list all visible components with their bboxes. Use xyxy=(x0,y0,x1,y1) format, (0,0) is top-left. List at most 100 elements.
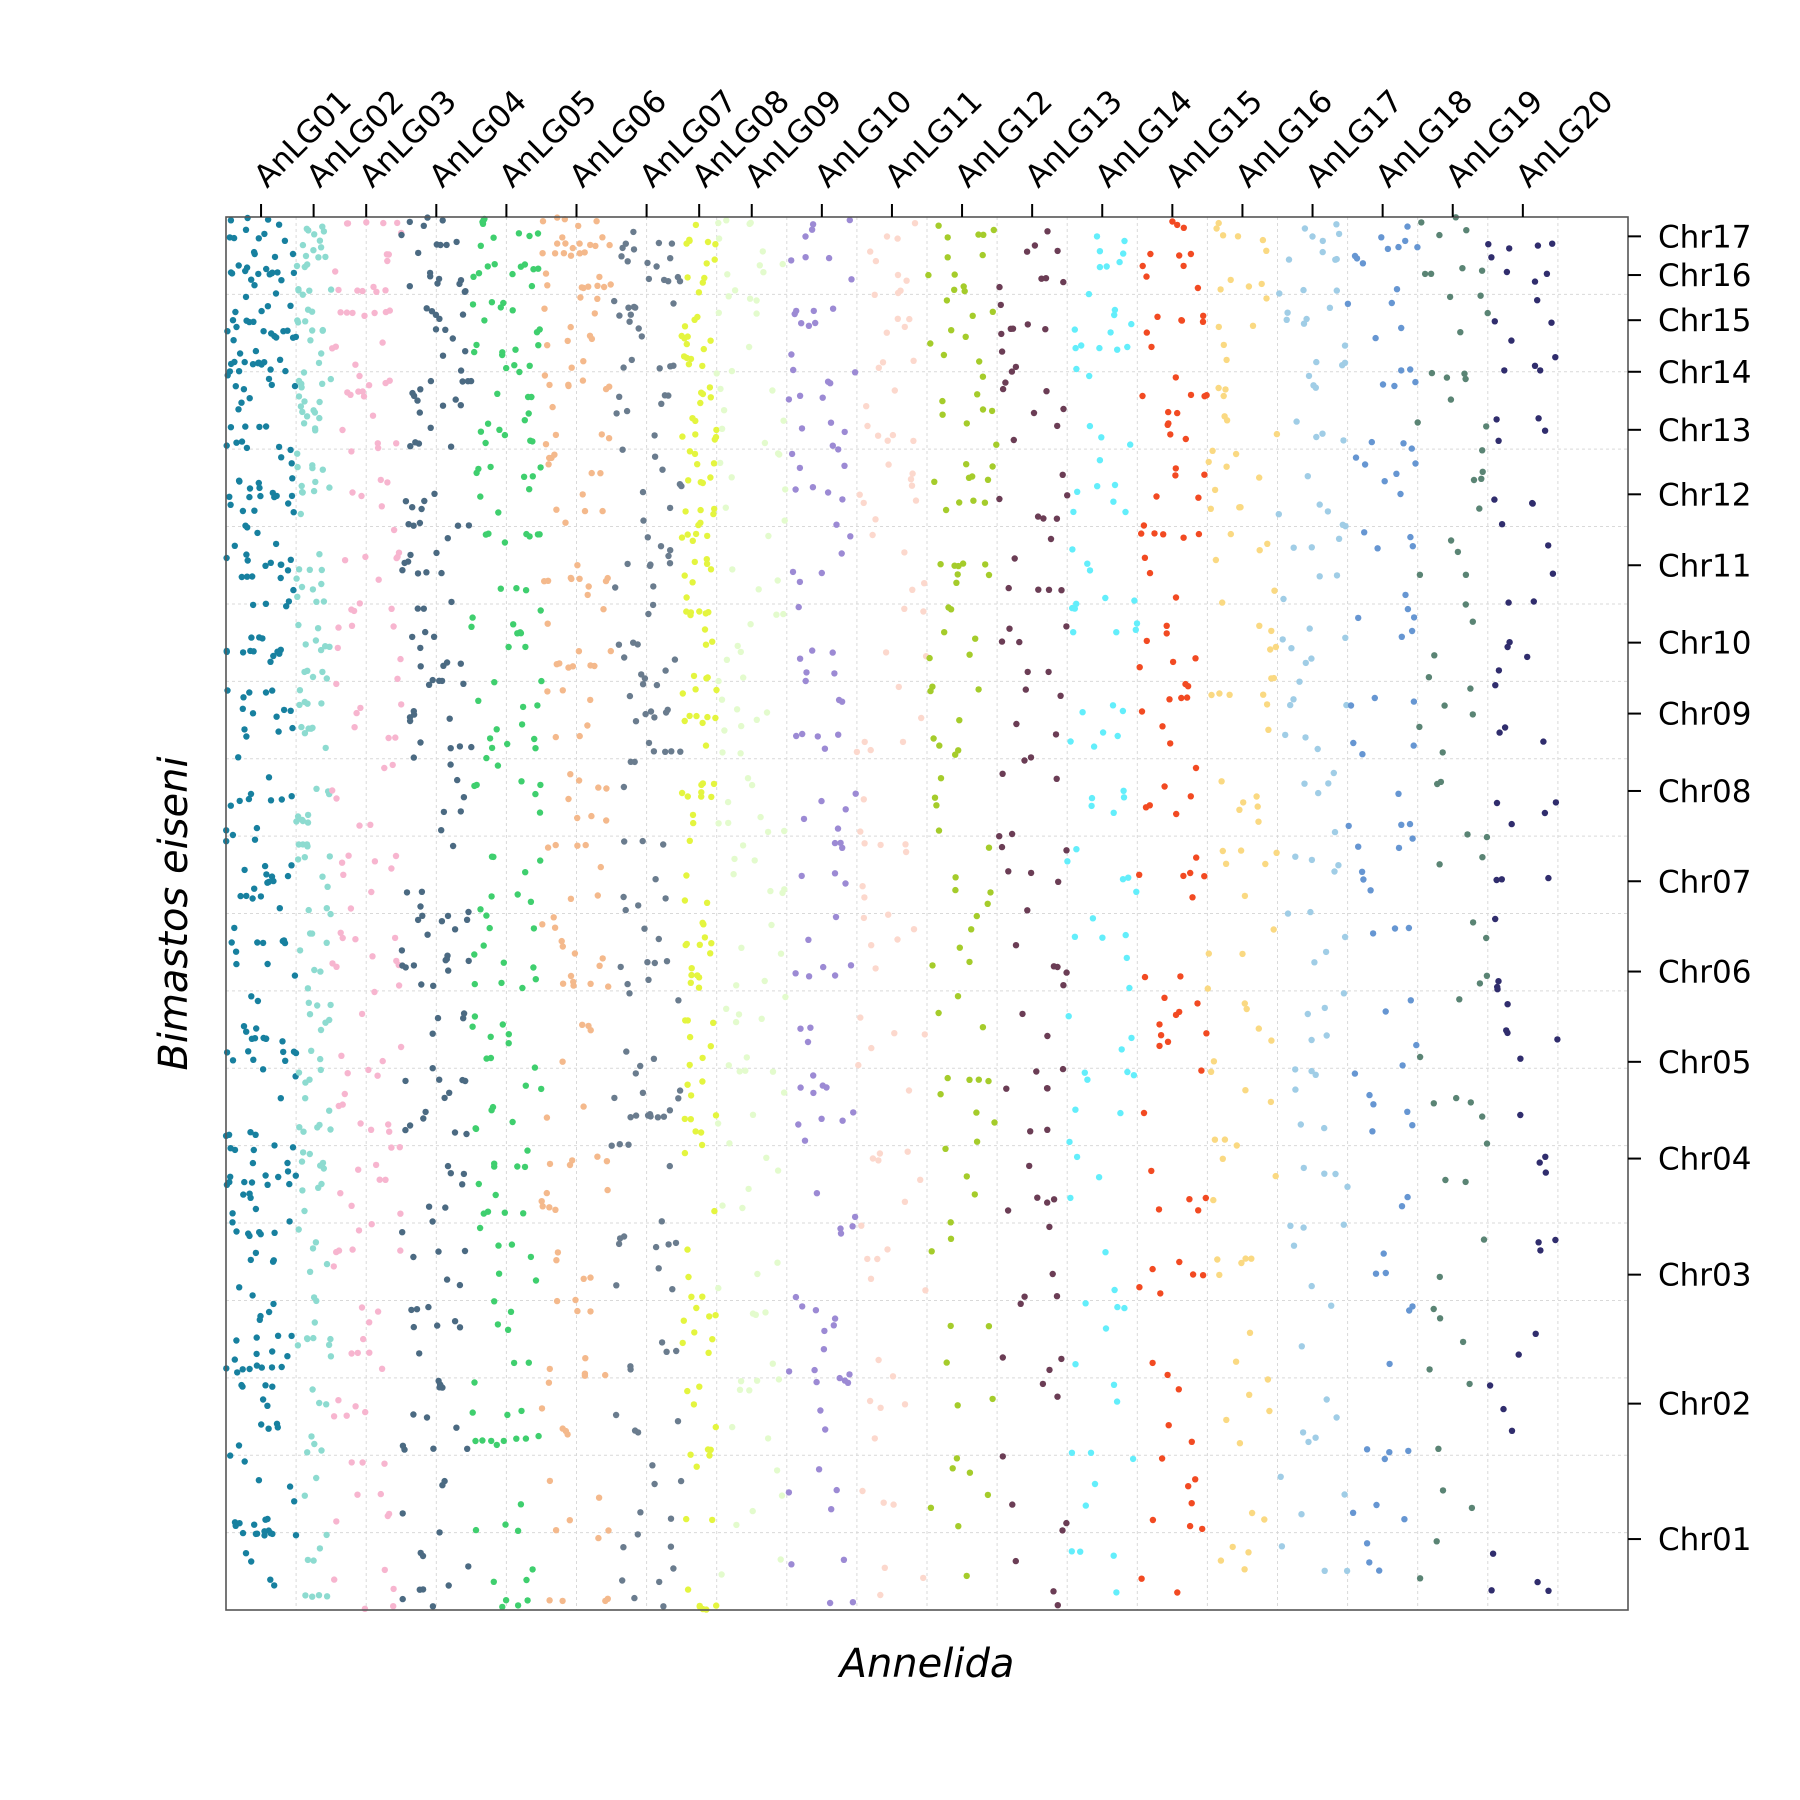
data-point xyxy=(282,367,289,375)
data-point xyxy=(468,623,475,630)
data-point xyxy=(539,218,547,225)
data-point xyxy=(853,748,861,756)
data-point xyxy=(1488,1587,1495,1594)
data-point xyxy=(247,1129,254,1136)
data-point xyxy=(285,598,293,605)
data-point xyxy=(275,443,283,451)
data-point xyxy=(301,730,309,737)
data-point xyxy=(678,534,686,541)
data-point xyxy=(683,608,690,615)
data-point xyxy=(280,706,288,714)
data-point xyxy=(1133,888,1140,895)
data-point xyxy=(541,305,548,312)
data-point xyxy=(1333,255,1340,263)
data-point xyxy=(691,1329,698,1336)
data-point xyxy=(973,1109,980,1116)
data-point xyxy=(531,735,538,743)
data-point xyxy=(725,293,732,300)
data-point xyxy=(1379,381,1387,388)
data-point xyxy=(323,1593,331,1600)
data-point xyxy=(707,1043,714,1050)
data-point xyxy=(261,862,269,870)
data-point xyxy=(1070,508,1077,516)
data-point xyxy=(1164,1371,1171,1379)
data-point xyxy=(1259,236,1267,244)
data-point xyxy=(1531,362,1539,369)
data-point xyxy=(393,957,400,965)
data-point xyxy=(242,1550,250,1557)
data-point xyxy=(559,943,566,950)
data-point xyxy=(1280,595,1287,603)
data-point xyxy=(1391,382,1398,390)
data-point xyxy=(414,916,422,924)
data-point xyxy=(1203,1030,1210,1037)
data-point xyxy=(883,233,891,240)
data-point xyxy=(284,567,292,574)
data-point xyxy=(926,654,933,662)
data-point xyxy=(966,1469,974,1476)
data-point xyxy=(1102,1325,1110,1332)
data-point xyxy=(553,506,560,513)
data-point xyxy=(1139,392,1146,400)
data-point xyxy=(580,1103,587,1110)
data-point xyxy=(526,486,533,493)
data-point xyxy=(739,1204,746,1212)
data-point xyxy=(553,1257,560,1264)
data-point xyxy=(462,348,469,355)
data-point xyxy=(419,912,426,919)
data-point xyxy=(990,226,997,234)
data-point xyxy=(1110,498,1117,505)
data-point xyxy=(712,1423,719,1431)
data-point xyxy=(227,424,235,431)
data-point xyxy=(488,299,496,306)
data-point xyxy=(295,393,303,400)
data-point xyxy=(356,372,363,380)
data-point xyxy=(1421,270,1429,278)
data-point xyxy=(1426,1366,1433,1373)
data-point xyxy=(660,1603,667,1610)
data-point xyxy=(433,241,440,248)
data-point xyxy=(224,328,231,335)
data-point xyxy=(686,1061,693,1069)
data-point xyxy=(521,417,528,424)
data-point xyxy=(264,303,272,310)
data-point xyxy=(749,1111,757,1119)
data-point xyxy=(1254,803,1261,810)
data-point xyxy=(261,230,268,238)
data-point xyxy=(546,1160,554,1168)
data-point xyxy=(1195,494,1202,501)
data-point xyxy=(233,960,240,968)
data-point xyxy=(454,776,461,784)
data-point xyxy=(851,1213,859,1221)
data-point xyxy=(841,428,848,436)
data-point xyxy=(436,1076,443,1083)
data-point xyxy=(1232,1358,1240,1365)
data-point xyxy=(894,289,902,297)
data-point xyxy=(1113,629,1120,636)
data-point xyxy=(246,493,253,501)
data-point xyxy=(1300,320,1308,327)
data-point xyxy=(798,425,806,432)
data-point xyxy=(567,895,575,902)
data-point xyxy=(709,1516,716,1524)
data-point xyxy=(928,1248,935,1255)
data-point xyxy=(520,473,528,480)
data-point xyxy=(1044,1199,1051,1206)
data-point xyxy=(347,391,354,398)
data-point xyxy=(1292,853,1299,860)
data-point xyxy=(651,432,658,439)
data-point xyxy=(1256,547,1263,554)
data-point xyxy=(740,674,747,681)
data-point xyxy=(1298,1343,1306,1350)
data-point xyxy=(1266,1407,1273,1415)
data-point xyxy=(839,844,846,851)
data-point xyxy=(691,558,698,566)
data-point xyxy=(616,393,623,400)
data-point xyxy=(705,609,712,616)
data-point xyxy=(737,648,744,656)
data-point xyxy=(710,460,718,467)
data-point xyxy=(525,410,532,417)
data-point xyxy=(909,470,916,477)
data-point xyxy=(1319,237,1327,245)
series-AnLG04 xyxy=(398,214,475,1610)
